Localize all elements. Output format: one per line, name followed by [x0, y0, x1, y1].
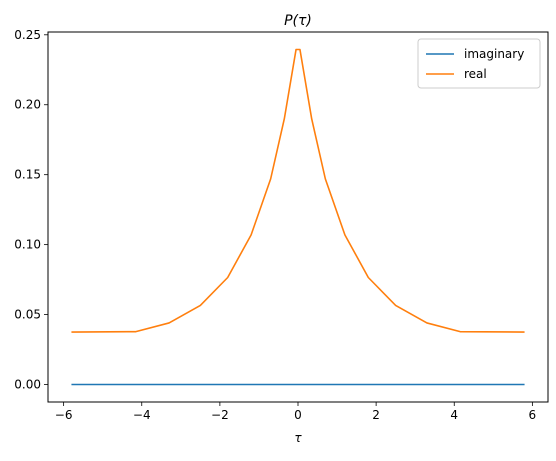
y-tick-label: 0.10	[14, 238, 41, 252]
x-tick-label: 6	[529, 408, 537, 422]
y-tick-label: 0.15	[14, 168, 41, 182]
x-tick-label: −4	[133, 408, 151, 422]
chart-title: P(τ)	[284, 13, 312, 29]
plot-area	[71, 48, 525, 386]
y-tick-label: 0.00	[14, 378, 41, 392]
y-axis: 0.00 0.05 0.10 0.15 0.20 0.25	[14, 28, 48, 392]
x-tick-label: 2	[372, 408, 380, 422]
x-tick-label: −6	[55, 408, 73, 422]
legend-label-real: real	[464, 67, 487, 81]
y-tick-label: 0.20	[14, 98, 41, 112]
x-tick-label: 0	[294, 408, 302, 422]
x-axis: −6 −4 −2 0 2 4 6	[55, 402, 536, 422]
legend: imaginary real	[417, 38, 541, 89]
y-tick-label: 0.25	[14, 28, 41, 42]
series-line-real	[71, 48, 525, 333]
legend-label-imaginary: imaginary	[464, 47, 524, 61]
x-tick-label: −2	[211, 408, 229, 422]
y-tick-label: 0.05	[14, 308, 41, 322]
x-axis-label: τ	[294, 431, 302, 445]
legend-box	[417, 38, 541, 89]
x-tick-label: 4	[450, 408, 458, 422]
